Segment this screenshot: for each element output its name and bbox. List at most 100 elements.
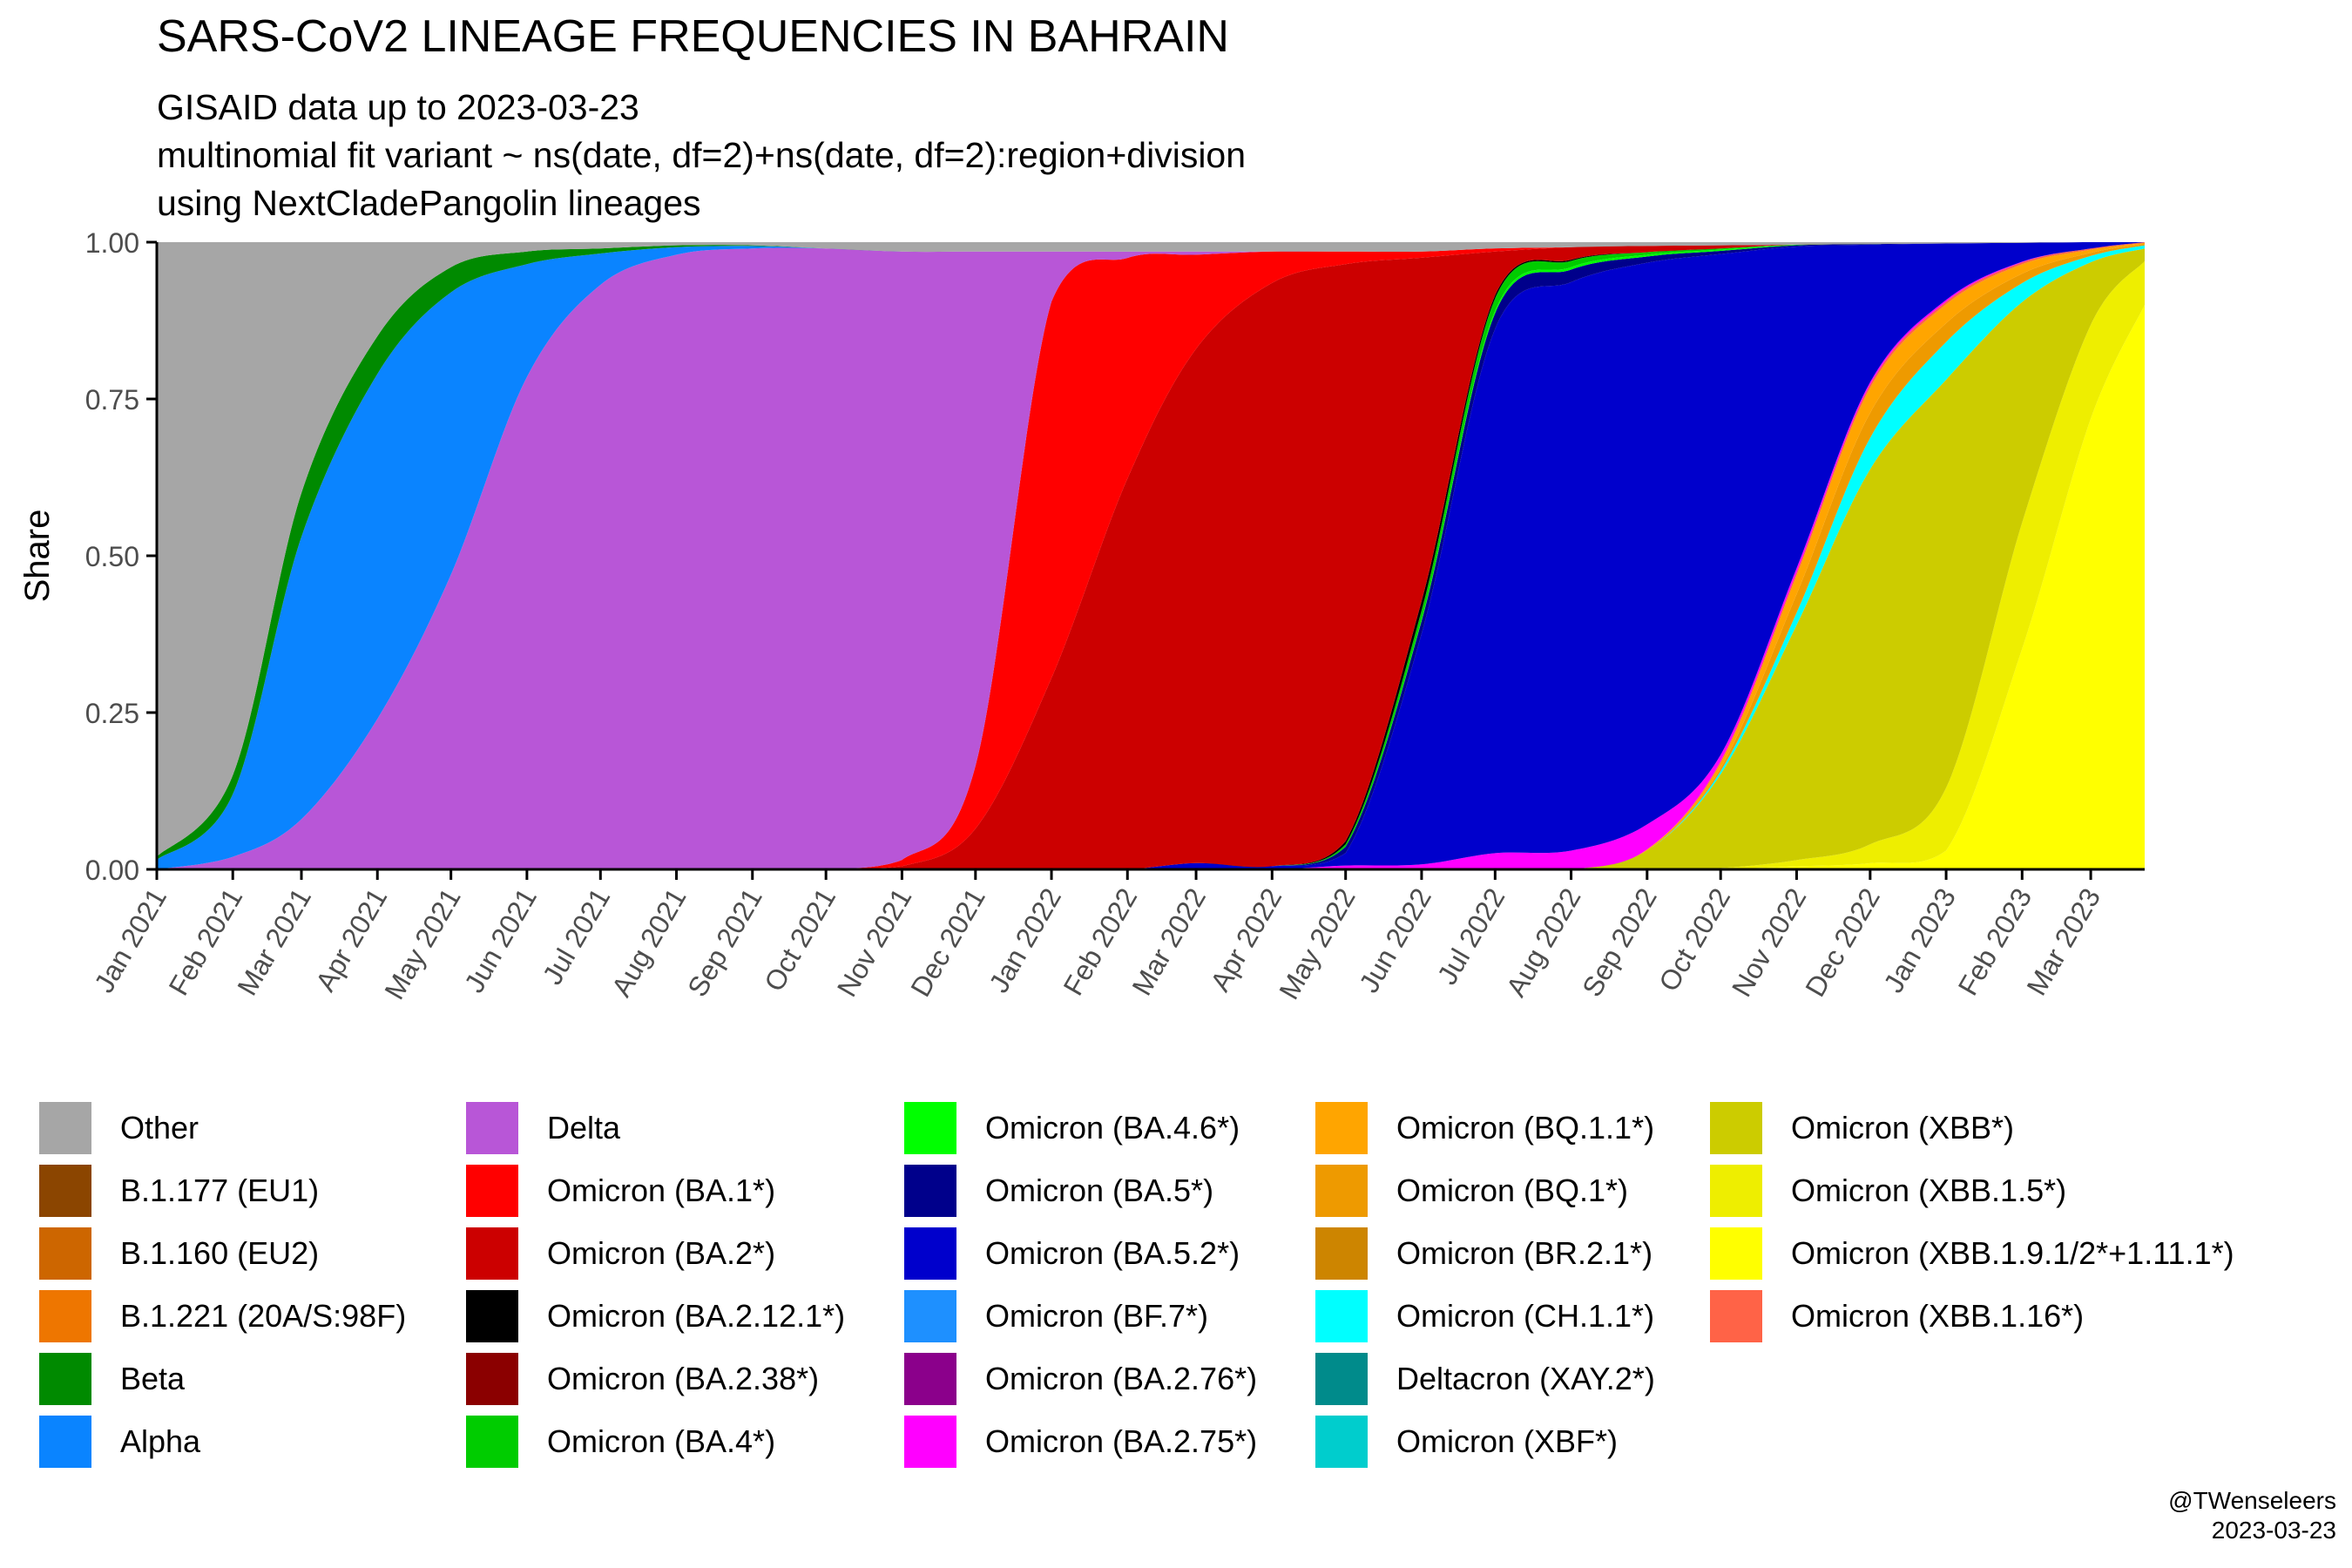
caption: @TWenseleers 2023-03-23 <box>2168 1486 2336 1545</box>
legend-swatch <box>463 1225 521 1282</box>
x-tick-label: Jun 2022 <box>1353 883 1437 998</box>
legend-item-omicron-xbb-1-9-1-2-1-11-1: Omicron (XBB.1.9.1/2*+1.11.1*) <box>1707 1225 2234 1282</box>
legend-label: Omicron (BA.2.38*) <box>547 1361 820 1396</box>
legend-swatch <box>902 1350 959 1408</box>
legend-label: B.1.177 (EU1) <box>120 1173 320 1208</box>
x-tick-label: Jan 2023 <box>1877 883 1962 998</box>
legend-swatch <box>463 1288 521 1345</box>
subtitle-line-data-source: GISAID data up to 2023-03-23 <box>157 87 639 127</box>
legend-swatch <box>37 1099 94 1157</box>
legend-item-omicron-ba-5-2: Omicron (BA.5.2*) <box>902 1225 1240 1282</box>
legend-item-omicron-ba-2-38: Omicron (BA.2.38*) <box>463 1350 819 1408</box>
legend-label: Omicron (BQ.1.1*) <box>1396 1110 1655 1146</box>
legend-label: Omicron (BA.5.2*) <box>985 1235 1240 1271</box>
legend-item-omicron-bq-1-1: Omicron (BQ.1.1*) <box>1313 1099 1654 1157</box>
x-tick-label: Dec 2021 <box>904 883 991 1003</box>
legend-item-omicron-xbb-1-16: Omicron (XBB.1.16*) <box>1707 1288 2084 1345</box>
legend-swatch <box>902 1162 959 1220</box>
y-tick-label: 0.75 <box>85 384 139 416</box>
legend-swatch <box>902 1099 959 1157</box>
legend-swatch <box>463 1413 521 1470</box>
legend-item-omicron-ch-1-1: Omicron (CH.1.1*) <box>1313 1288 1654 1345</box>
legend-label: Delta <box>547 1110 621 1146</box>
subtitle-line-lineages: using NextCladePangolin lineages <box>157 183 701 223</box>
legend-label: Omicron (CH.1.1*) <box>1396 1298 1655 1334</box>
legend-swatch <box>1313 1350 1370 1408</box>
x-tick-label: Jan 2021 <box>88 883 172 998</box>
legend-swatch <box>37 1288 94 1345</box>
legend-label: Omicron (BA.2*) <box>547 1235 776 1271</box>
legend-item-omicron-ba-1: Omicron (BA.1*) <box>463 1162 775 1220</box>
legend-swatch <box>37 1225 94 1282</box>
chart-title: SARS-CoV2 LINEAGE FREQUENCIES IN BAHRAIN <box>157 11 1229 62</box>
legend-label: Deltacron (XAY.2*) <box>1396 1361 1655 1396</box>
y-tick-label: 0.50 <box>85 541 139 572</box>
subtitle-line-model: multinomial fit variant ~ ns(date, df=2)… <box>157 135 1247 175</box>
area-omicron-ba-2 <box>157 242 2145 869</box>
x-tick-label: Jan 2022 <box>983 883 1067 998</box>
x-tick-label: Apr 2021 <box>309 883 393 997</box>
legend-item-omicron-xbb: Omicron (XBB*) <box>1707 1099 2014 1157</box>
legend-label: Omicron (BA.4.6*) <box>985 1110 1240 1146</box>
chart-subtitle: GISAID data up to 2023-03-23 multinomial… <box>157 84 1246 227</box>
legend-label: Omicron (BA.1*) <box>547 1173 776 1208</box>
x-tick-label: Sep 2022 <box>1576 883 1663 1003</box>
legend-swatch <box>1707 1225 1765 1282</box>
area-layers <box>157 242 2145 870</box>
legend-label: Omicron (XBB*) <box>1791 1110 2015 1146</box>
legend-item-omicron-br-2-1: Omicron (BR.2.1*) <box>1313 1225 1652 1282</box>
y-tick-label: 0.25 <box>85 698 139 729</box>
legend-label: B.1.160 (EU2) <box>120 1235 320 1271</box>
legend-swatch <box>37 1162 94 1220</box>
area-omicron-ba-1 <box>157 242 2145 869</box>
legend-item-deltacron-xay-2: Deltacron (XAY.2*) <box>1313 1350 1655 1408</box>
legend-item-omicron-ba-2-12-1: Omicron (BA.2.12.1*) <box>463 1288 845 1345</box>
x-tick-label: Dec 2022 <box>1799 883 1886 1003</box>
legend-label: Omicron (BA.2.12.1*) <box>547 1298 846 1334</box>
legend-item-delta: Delta <box>463 1099 620 1157</box>
legend-label: Omicron (XBB.1.16*) <box>1791 1298 2085 1334</box>
legend-swatch <box>1313 1162 1370 1220</box>
y-axis-title: Share <box>18 510 57 603</box>
legend-item-omicron-ba-2-76: Omicron (BA.2.76*) <box>902 1350 1257 1408</box>
x-tick-label: Jul 2022 <box>1431 883 1511 990</box>
y-tick-label: 1.00 <box>85 227 139 259</box>
legend-swatch <box>37 1413 94 1470</box>
legend-item-omicron-ba-2: Omicron (BA.2*) <box>463 1225 775 1282</box>
legend-label: Omicron (XBF*) <box>1396 1423 1619 1459</box>
legend-label: Omicron (BA.2.75*) <box>985 1423 1258 1459</box>
legend-label: Omicron (BA.4*) <box>547 1423 776 1459</box>
legend-swatch <box>1313 1413 1370 1470</box>
legend-item-b-1-177-eu1: B.1.177 (EU1) <box>37 1162 319 1220</box>
x-tick-label: Aug 2021 <box>605 883 693 1003</box>
legend-swatch <box>1313 1099 1370 1157</box>
legend-label: B.1.221 (20A/S:98F) <box>120 1298 407 1334</box>
legend-swatch <box>902 1288 959 1345</box>
x-tick-label: Oct 2021 <box>758 883 841 997</box>
legend-swatch <box>463 1162 521 1220</box>
legend-label: Omicron (BR.2.1*) <box>1396 1235 1653 1271</box>
legend-swatch <box>1707 1099 1765 1157</box>
x-tick-label: Oct 2022 <box>1652 883 1736 997</box>
legend-item-omicron-ba-2-75: Omicron (BA.2.75*) <box>902 1413 1257 1470</box>
legend-label: Other <box>120 1110 199 1146</box>
legend-item-omicron-xbb-1-5: Omicron (XBB.1.5*) <box>1707 1162 2066 1220</box>
area-omicron-xbb-1-5 <box>157 260 2145 870</box>
legend-swatch <box>1313 1225 1370 1282</box>
legend-swatch <box>902 1225 959 1282</box>
area-omicron-bq-1-1 <box>157 242 2145 870</box>
legend-label: Omicron (BF.7*) <box>985 1298 1209 1334</box>
legend-item-omicron-ba-4: Omicron (BA.4*) <box>463 1413 775 1470</box>
area-other <box>157 242 2145 857</box>
legend-item-omicron-xbf: Omicron (XBF*) <box>1313 1413 1618 1470</box>
legend-item-omicron-ba-5: Omicron (BA.5*) <box>902 1162 1213 1220</box>
legend-label: Omicron (BA.2.76*) <box>985 1361 1258 1396</box>
caption-author: @TWenseleers <box>2168 1487 2336 1514</box>
legend-label: Omicron (XBB.1.9.1/2*+1.11.1*) <box>1791 1235 2234 1271</box>
legend-swatch <box>1313 1288 1370 1345</box>
legend-swatch <box>463 1099 521 1157</box>
legend-label: Beta <box>120 1361 186 1396</box>
legend-label: Omicron (XBB.1.5*) <box>1791 1173 2067 1208</box>
x-tick-label: Jun 2021 <box>458 883 543 998</box>
legend-swatch <box>902 1413 959 1470</box>
